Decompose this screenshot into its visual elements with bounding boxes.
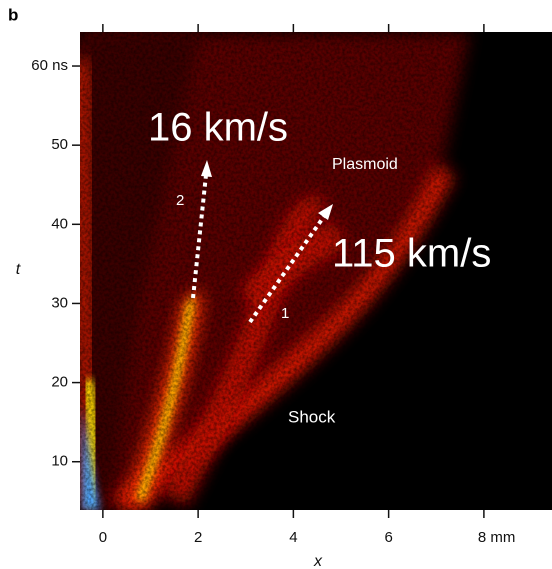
y-tick-label: 50 (51, 136, 68, 153)
x-tick-label: 8 mm (478, 529, 515, 546)
x-tick-label: 0 (99, 529, 107, 546)
y-tick-label: 60 ns (31, 57, 68, 74)
x-axis-label: x (313, 553, 323, 569)
annotation: 16 km/s (148, 106, 288, 150)
panel-label: b (8, 5, 18, 24)
annotation: 115 km/s (332, 232, 491, 276)
y-axis-label: t (16, 261, 21, 278)
y-tick-label: 30 (51, 294, 68, 311)
y-tick-label: 40 (51, 215, 68, 232)
y-tick-label: 10 (51, 453, 68, 470)
arrowhead (318, 204, 333, 220)
x-tick-label: 6 (384, 529, 392, 546)
arrowhead (201, 160, 212, 177)
annotation: 1 (281, 305, 289, 322)
annotation: Shock (288, 407, 336, 426)
streak-image (80, 32, 552, 510)
arrows (191, 174, 327, 324)
annotation: 2 (176, 192, 184, 209)
x-tick-label: 4 (289, 529, 297, 546)
x-tick-label: 2 (194, 529, 202, 546)
annotation: Plasmoid (332, 156, 398, 173)
y-tick-label: 20 (51, 374, 68, 391)
